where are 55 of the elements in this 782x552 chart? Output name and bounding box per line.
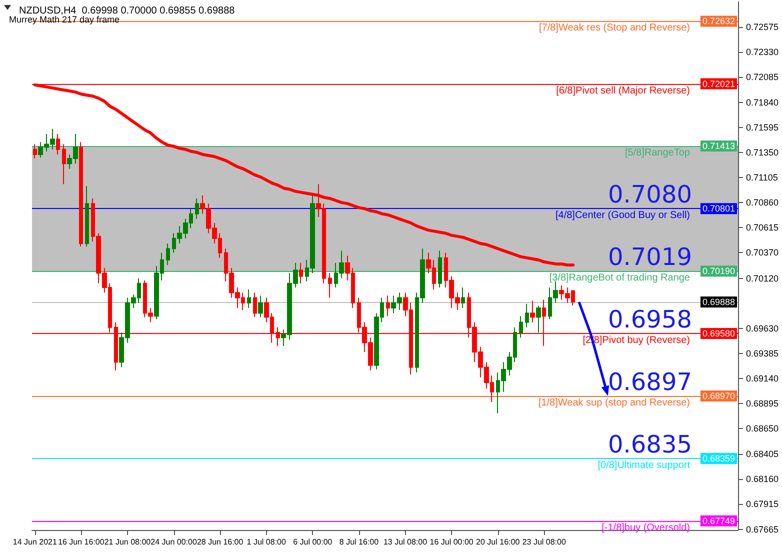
y-tick-label: 0.68650: [746, 424, 779, 434]
ref-line-label: [0/8]Ultimate support: [598, 460, 690, 471]
annotation: 0.6897: [608, 368, 692, 396]
annotation: 0.68970: [702, 390, 735, 401]
x-tick-label: 24 Jun 00:00: [150, 538, 198, 546]
annotation: 0.68359: [702, 453, 735, 464]
annotation: 0.69580: [702, 328, 735, 339]
annotation: 0.7080: [608, 180, 692, 209]
y-tick-label: 0.71350: [746, 147, 779, 158]
annotation: 0.6958: [608, 306, 692, 334]
annotation: 0.70801: [702, 204, 735, 214]
x-tick-label: 1 Jul 08:00: [246, 538, 286, 546]
ref-line-label: [4/8]Center (Good Buy or Sell): [555, 210, 690, 222]
y-tick-label: 0.67915: [746, 498, 779, 509]
y-tick-label: 0.70860: [746, 198, 779, 208]
y-tick-label: 0.72330: [746, 47, 779, 58]
y-tick-label: 0.68160: [746, 474, 779, 484]
y-tick-label: 0.69630: [746, 323, 779, 334]
annotation: 0.69888: [702, 297, 735, 308]
x-tick-label: 28 Jun 16:00: [196, 538, 244, 546]
annotation: 0.72632: [702, 16, 735, 26]
y-tick-label: 0.71840: [746, 97, 779, 108]
x-tick-label: 20 Jul 16:00: [476, 538, 520, 546]
ref-line-label: [3/8]RangeBot of trading Range: [549, 272, 690, 284]
y-tick-label: 0.71595: [746, 122, 779, 132]
x-tick-label: 6 Jul 00:00: [293, 538, 333, 546]
x-tick-label: 21 Jun 08:00: [104, 538, 152, 546]
ref-line-label: [1/8]Weak sup (stop and Reverse): [538, 397, 690, 408]
y-tick-label: 0.67665: [746, 524, 779, 534]
y-tick-label: 0.72575: [746, 22, 779, 32]
y-tick-label: 0.72085: [746, 72, 779, 82]
ref-line-label: [7/8]Weak res (Stop and Reverse): [539, 22, 690, 34]
y-tick-label: 0.70615: [746, 222, 779, 233]
chart-title: NZDUSD,H4 0.69998 0.70000 0.69855 0.69888: [19, 6, 236, 16]
y-tick-label: 0.68405: [746, 448, 779, 459]
x-tick-label: 13 Jul 08:00: [383, 538, 428, 546]
annotation: 0.7019: [608, 243, 692, 272]
x-tick-label: 16 Jul 00:00: [430, 538, 474, 546]
annotation: 0.70190: [702, 266, 735, 276]
x-tick-label: 14 Jun 2021: [12, 538, 58, 546]
x-tick-label: 16 Jun 16:00: [58, 538, 105, 546]
y-tick-label: 0.69140: [746, 374, 779, 384]
x-tick-label: 8 Jul 16:00: [339, 538, 380, 546]
ref-line-label: [5/8]RangeTop: [624, 147, 690, 158]
y-tick-label: 0.71105: [746, 172, 778, 182]
y-tick-label: 0.68895: [746, 398, 779, 409]
ref-line-label: [6/8]Pivot sell (Major Reverse): [556, 85, 690, 96]
y-tick-label: 0.70370: [746, 248, 779, 258]
annotation: 0.71413: [702, 140, 735, 151]
y-tick-label: 0.69385: [746, 348, 779, 358]
annotation: 0.72021: [702, 78, 735, 89]
x-tick-label: 23 Jul 08:00: [522, 538, 566, 546]
annotation: 0.67749: [702, 516, 735, 526]
annotation: 0.6835: [608, 430, 692, 458]
y-tick-label: 0.70120: [746, 273, 779, 284]
